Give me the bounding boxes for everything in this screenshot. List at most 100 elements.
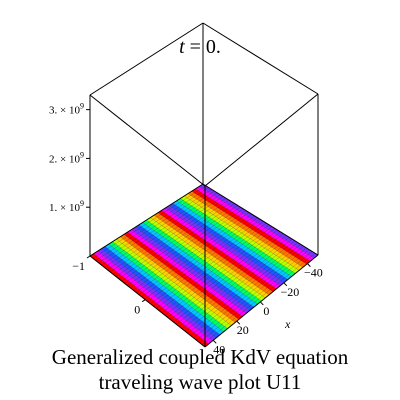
surface-grid-line	[135, 226, 251, 311]
surface-stripe	[123, 232, 243, 320]
plot-title: t = 0.	[179, 36, 221, 58]
surface-grid-line	[157, 212, 273, 293]
x-tick-mark	[236, 320, 241, 325]
surface-grid-line	[150, 221, 264, 304]
surface-stripe	[97, 248, 217, 341]
surface-stripe	[142, 220, 262, 305]
surface-grid-line	[130, 208, 244, 289]
surface-grid-line	[132, 210, 247, 291]
surface-grid-line	[153, 214, 270, 296]
surface-stripe	[176, 198, 296, 277]
surface-stripe	[120, 234, 239, 323]
surface-grid-line	[173, 235, 287, 323]
surface-grid-line	[178, 238, 293, 327]
surface-grid-line	[161, 210, 277, 289]
surface-grid-line	[165, 207, 281, 286]
surface-grid-line	[146, 219, 262, 302]
surface-grid-line	[193, 247, 307, 339]
surface-stripe	[191, 188, 311, 265]
surface-stripe	[90, 253, 209, 347]
surface-mesh	[90, 184, 318, 347]
surface-stripe	[172, 200, 292, 280]
surface-stripe	[157, 210, 277, 292]
surface-grid-line	[112, 197, 227, 275]
surface-grid-line	[144, 217, 258, 300]
surface-grid-line	[116, 239, 232, 326]
surface-grid-line	[138, 224, 255, 308]
surface-stripe	[101, 246, 221, 338]
z-axis-ticks: 1. × 109 2. × 109 3. × 109	[49, 102, 90, 214]
bounding-box	[89, 22, 319, 348]
surface-stripe	[93, 251, 213, 344]
surface-grid-line	[112, 241, 228, 329]
surface-stripe	[146, 217, 266, 301]
surface-grid-line	[147, 219, 261, 302]
surface-stripe	[161, 208, 281, 289]
surface-grid-line	[135, 212, 250, 293]
box-edge	[89, 183, 204, 257]
surface-grid-line	[97, 251, 213, 342]
x-tick-mark	[283, 282, 288, 287]
surface-stripe	[154, 212, 273, 295]
surface-stripe	[108, 241, 228, 332]
box-edge	[89, 22, 204, 96]
surface-grid-line	[115, 199, 230, 277]
surface-grid-line	[181, 240, 296, 329]
surface-stripe	[112, 239, 232, 329]
surface-grid-line	[176, 200, 292, 277]
box-edge	[89, 255, 206, 348]
x-tick-mark	[212, 339, 217, 344]
surface-grid-line	[141, 215, 255, 298]
surface-grid-line	[187, 244, 301, 334]
surface-stripe	[184, 193, 303, 271]
surface-stripe	[135, 224, 254, 311]
x-tick-label: 20	[237, 323, 249, 337]
surface-stripe	[169, 203, 288, 283]
surface-stripe	[131, 227, 251, 314]
box-edge	[204, 93, 319, 187]
x-tick-label: 40	[213, 342, 225, 356]
surface-stripe	[138, 222, 258, 308]
surface-grid-line	[98, 189, 212, 264]
x-axis-label: x	[284, 317, 291, 331]
x-tick-label: −40	[304, 266, 323, 280]
surface-grid-line	[170, 233, 284, 320]
x-tick-label: −20	[280, 285, 299, 299]
z-tick-label: 3. × 109	[49, 102, 84, 117]
surface-grid-line	[195, 188, 311, 262]
surface-grid-line	[180, 198, 296, 274]
surface-grid-line	[201, 253, 316, 345]
y-tick-label: −1	[72, 259, 85, 273]
x-tick-mark	[259, 301, 264, 306]
surface-grid-line	[104, 246, 221, 335]
z-tick-label: 2. × 109	[49, 150, 84, 165]
surface-stripe	[199, 184, 318, 259]
title-variable: t	[179, 36, 185, 58]
surface-grid-line	[155, 224, 270, 309]
surface-grid-line	[158, 226, 273, 311]
surface-grid-line	[176, 237, 290, 325]
box-edge	[89, 94, 206, 187]
surface-grid-line	[184, 242, 299, 332]
surface-grid-line	[199, 186, 315, 259]
title-equation: = 0.	[185, 36, 221, 58]
surface-grid-line	[93, 253, 209, 345]
surface-grid-line	[191, 190, 307, 265]
y-tick-label: 0	[134, 303, 140, 317]
surface-grid-line	[131, 229, 247, 314]
surface-grid-line	[123, 234, 240, 320]
surface-grid-line	[101, 248, 217, 338]
surface-grid-line	[119, 236, 236, 323]
surface-grid-line	[142, 222, 258, 305]
surface-grid-line	[95, 187, 209, 261]
surface-stripe	[165, 205, 285, 286]
surface-grid-line	[172, 202, 289, 280]
surface-grid-line	[153, 222, 267, 307]
surface-grid-line	[168, 205, 285, 283]
surface-stripe	[180, 196, 300, 274]
x-tick-mark	[307, 263, 311, 267]
surface-grid-line	[184, 195, 300, 271]
surface-grid-line	[161, 228, 276, 314]
surface-grid-line	[118, 201, 232, 279]
